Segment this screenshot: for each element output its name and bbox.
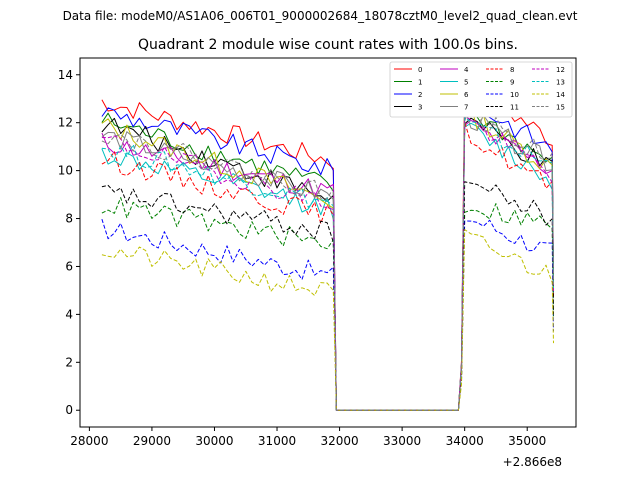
axes-frame — [79, 57, 577, 428]
legend-label-8: 8 — [510, 66, 514, 74]
x-tick-label: 33000 — [383, 434, 421, 448]
legend-label-11: 11 — [510, 104, 519, 112]
legend-label-5: 5 — [464, 79, 468, 87]
series-line-13 — [101, 117, 554, 411]
series-line-7 — [101, 108, 554, 411]
series-line-14 — [101, 229, 554, 411]
x-tick-label: 28000 — [70, 434, 108, 448]
series-line-3 — [101, 117, 554, 411]
series-line-1 — [101, 98, 554, 411]
y-tick-label: 14 — [58, 68, 73, 82]
legend-label-0: 0 — [418, 66, 422, 74]
legend-label-9: 9 — [510, 79, 514, 87]
y-tick-label: 8 — [65, 212, 73, 226]
legend-label-2: 2 — [418, 91, 422, 99]
x-offset-label: +2.866e8 — [503, 455, 562, 469]
series-line-12 — [101, 115, 554, 411]
legend-label-10: 10 — [510, 91, 519, 99]
x-tick-label: 30000 — [195, 434, 233, 448]
legend-label-6: 6 — [464, 91, 469, 99]
series-line-0 — [101, 78, 554, 411]
y-axis: 0 2 4 6 8 10 12 14 — [58, 68, 80, 417]
y-tick-label: 4 — [65, 307, 73, 321]
y-tick-label: 10 — [58, 164, 73, 178]
y-tick-label: 6 — [65, 259, 73, 273]
y-tick-label: 2 — [65, 355, 73, 369]
legend-label-14: 14 — [556, 91, 565, 99]
legend-label-13: 13 — [556, 79, 565, 87]
series-line-11 — [101, 181, 554, 411]
legend-label-7: 7 — [464, 104, 468, 112]
data-file-label: Data file: modeM0/AS1A06_006T01_90000026… — [63, 9, 578, 23]
x-tick-label: 34000 — [446, 434, 484, 448]
series-line-15 — [101, 104, 554, 411]
legend-label-15: 15 — [556, 104, 565, 112]
series-line-2 — [101, 100, 554, 411]
series-line-4 — [101, 119, 554, 411]
legend-label-4: 4 — [464, 66, 469, 74]
y-tick-label: 0 — [65, 403, 73, 417]
series-line-10 — [101, 218, 554, 411]
series-line-5 — [101, 122, 554, 411]
series-line-9 — [101, 197, 554, 411]
chart-title: Quadrant 2 module wise count rates with … — [138, 37, 518, 53]
legend-label-1: 1 — [418, 79, 422, 87]
legend-label-12: 12 — [556, 66, 565, 74]
legend-frame — [389, 61, 573, 118]
x-tick-label: 32000 — [320, 434, 358, 448]
y-tick-label: 12 — [58, 116, 73, 130]
series-line-8 — [101, 121, 554, 411]
x-tick-label: 31000 — [258, 434, 296, 448]
x-tick-label: 35000 — [508, 434, 546, 448]
plot-lines — [101, 78, 554, 411]
legend-label-3: 3 — [418, 104, 422, 112]
x-axis: 28000 29000 30000 31000 32000 33000 34000 35000 — [70, 427, 546, 448]
x-tick-label: 29000 — [133, 434, 171, 448]
